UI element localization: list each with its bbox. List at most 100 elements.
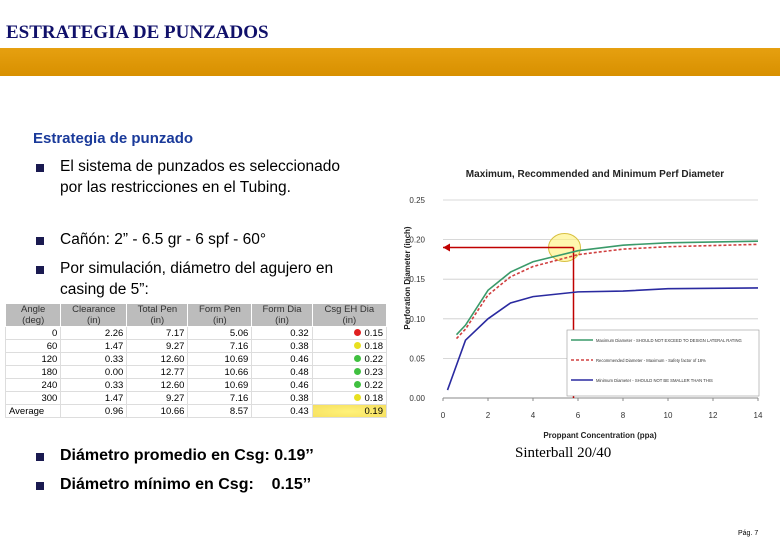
x-tick-label: 2 bbox=[486, 411, 491, 420]
column-header: Csg EH Dia (in) bbox=[311, 303, 388, 327]
table-cell: 0.48 bbox=[251, 365, 313, 379]
header-text: Csg EH Dia bbox=[324, 304, 375, 315]
cell-value: 240 bbox=[41, 379, 58, 391]
cell-value: 0.33 bbox=[104, 379, 124, 391]
header-text: Clearance bbox=[72, 304, 116, 315]
bullet: El sistema de punzados es seleccionado p… bbox=[60, 158, 341, 196]
cell-value: 1.47 bbox=[104, 392, 124, 404]
cell-value: 300 bbox=[41, 392, 58, 404]
table-cell: 0.23 bbox=[311, 365, 388, 379]
bullet: Diámetro promedio en Csg: 0.19’’ bbox=[60, 447, 314, 464]
table-cell: 0.96 bbox=[60, 404, 128, 418]
series-line bbox=[455, 240, 759, 336]
table-cell: 7.17 bbox=[126, 326, 189, 340]
table-cell: 1.47 bbox=[60, 391, 128, 405]
table-cell: 0.18 bbox=[311, 339, 388, 353]
cell-value: 0.23 bbox=[364, 366, 384, 378]
table-row: 120 0.33 12.60 10.69 0.46 0.22 bbox=[4, 352, 388, 366]
cell-value: 10.69 bbox=[224, 353, 249, 365]
table-cell: 0.22 bbox=[311, 352, 388, 366]
cell-value: 1.47 bbox=[104, 340, 124, 352]
cell-value: 120 bbox=[41, 353, 58, 365]
table-cell: 12.77 bbox=[126, 365, 189, 379]
series-line bbox=[446, 287, 759, 391]
column-header: Form Pen (in) bbox=[187, 303, 253, 327]
bullet-marker bbox=[36, 266, 44, 274]
status-dot bbox=[353, 394, 361, 402]
table-row: 0 2.26 7.17 5.06 0.32 0.15 bbox=[4, 326, 388, 340]
x-tick-label: 12 bbox=[709, 411, 718, 420]
cell-value: 12.77 bbox=[160, 366, 185, 378]
table-cell: 120 bbox=[4, 352, 62, 366]
cell-value: 7.16 bbox=[229, 340, 249, 352]
bullet-marker bbox=[36, 237, 44, 245]
table-cell: 5.06 bbox=[187, 326, 253, 340]
table-cell: 10.69 bbox=[187, 378, 253, 392]
cell-value: 8.57 bbox=[229, 405, 249, 417]
y-tick-label: 0.10 bbox=[409, 315, 425, 324]
x-tick-label: 10 bbox=[664, 411, 673, 420]
header-unit: (in) bbox=[275, 315, 289, 326]
table-cell: 1.47 bbox=[60, 339, 128, 353]
table-cell: 0.33 bbox=[60, 378, 128, 392]
table-cell: 60 bbox=[4, 339, 62, 353]
table-cell: 0.22 bbox=[311, 378, 388, 392]
y-tick-label: 0.20 bbox=[409, 236, 425, 245]
chart-note: Sinterball 20/40 bbox=[515, 445, 612, 461]
subtitle: Estrategia de punzado bbox=[33, 130, 194, 147]
y-tick-label: 0.15 bbox=[409, 275, 425, 284]
column-header: Total Pen (in) bbox=[126, 303, 189, 327]
cell-value: 0.32 bbox=[290, 327, 309, 339]
table-cell: 0 bbox=[4, 326, 62, 340]
cell-value: 0.33 bbox=[104, 353, 124, 365]
cell-value: 60 bbox=[46, 340, 58, 352]
cell-value: 0.38 bbox=[290, 392, 309, 404]
chart-title: Maximum, Recommended and Minimum Perf Di… bbox=[466, 169, 725, 180]
cell-value: 9.27 bbox=[165, 340, 185, 352]
status-dot bbox=[353, 342, 361, 350]
cell-value: 12.60 bbox=[160, 353, 185, 365]
cell-value: 7.17 bbox=[165, 327, 185, 339]
cell-value: 0.18 bbox=[364, 392, 384, 404]
table-cell: 10.66 bbox=[187, 365, 253, 379]
x-tick-label: 0 bbox=[441, 411, 446, 420]
average-row: Average 0.96 10.66 8.57 0.43 0.19 bbox=[4, 404, 388, 418]
table-cell: 0.46 bbox=[251, 378, 313, 392]
cell-value: 180 bbox=[41, 366, 58, 378]
cell-value: 0.19 bbox=[364, 405, 384, 417]
y-tick-label: 0.00 bbox=[409, 394, 425, 403]
table-cell: 8.57 bbox=[187, 404, 253, 418]
status-dot bbox=[353, 381, 361, 389]
table-cell: 7.16 bbox=[187, 391, 253, 405]
bullet-marker bbox=[36, 482, 44, 490]
cell-value: 10.69 bbox=[224, 379, 249, 391]
table-row: 240 0.33 12.60 10.69 0.46 0.22 bbox=[4, 378, 388, 392]
legend bbox=[566, 329, 760, 397]
header-unit: (in) bbox=[213, 315, 227, 326]
cell-value: 0.18 bbox=[364, 340, 384, 352]
legend-label: Minimum Diameter - SHOULD NOT BE SMALLER… bbox=[596, 378, 713, 383]
x-tick-label: 6 bbox=[576, 411, 581, 420]
table-cell: 10.69 bbox=[187, 352, 253, 366]
header-unit: (deg) bbox=[22, 315, 45, 326]
table-cell: 0.38 bbox=[251, 391, 313, 405]
chart: Maximum, Recommended and Minimum Perf Di… bbox=[403, 169, 763, 440]
table-cell: 2.26 bbox=[60, 326, 128, 340]
bullet: Cañón: 2” - 6.5 gr - 6 spf - 60° bbox=[60, 231, 267, 248]
table-cell: 0.00 bbox=[60, 365, 128, 379]
cell-value: 0.38 bbox=[290, 340, 309, 352]
x-axis-label: Proppant Concentration (ppa) bbox=[543, 431, 657, 440]
x-tick-label: 8 bbox=[621, 411, 626, 420]
cell-value: 0.22 bbox=[364, 353, 384, 365]
legend-label: Maximum Diameter - SHOULD NOT EXCEED TO … bbox=[596, 338, 742, 343]
y-tick-label: 0.25 bbox=[409, 196, 425, 205]
header-unit: (in) bbox=[150, 315, 165, 326]
table-row: 180 0.00 12.77 10.66 0.48 0.23 bbox=[4, 365, 388, 379]
table-cell: 10.66 bbox=[126, 404, 189, 418]
page-number: Pág. 7 bbox=[738, 530, 759, 537]
table-cell: 0.15 bbox=[311, 326, 388, 340]
cell-value: 0.96 bbox=[104, 405, 124, 417]
cell-value: 0.48 bbox=[290, 366, 309, 378]
perforation-table: Angle (deg) Clearance (in) Total Pen (in) Form… bbox=[4, 303, 388, 418]
